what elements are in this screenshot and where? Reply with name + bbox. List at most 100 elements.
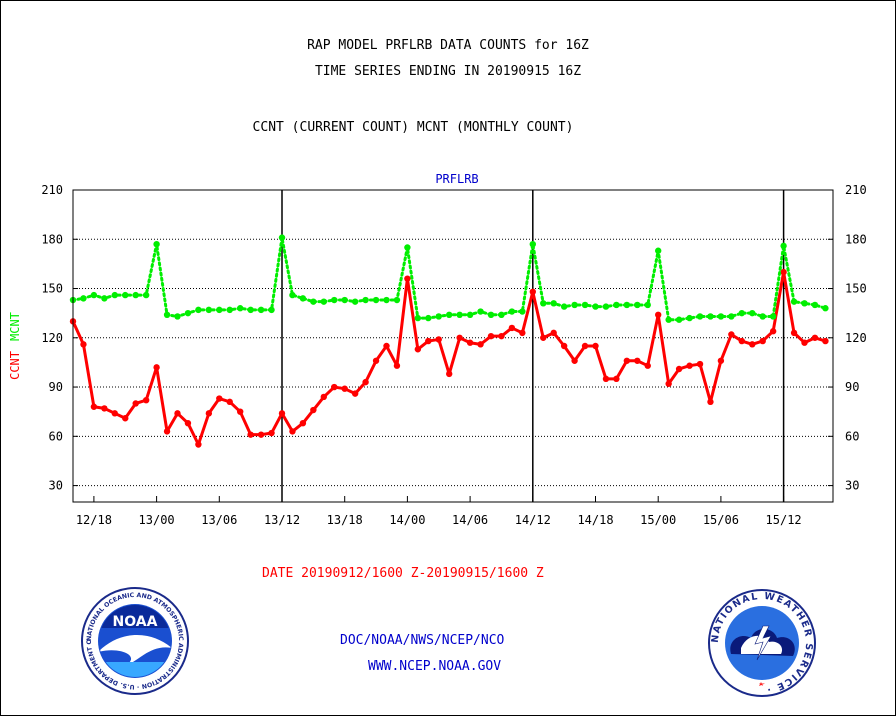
series-mcnt-point [446,311,453,318]
series-mcnt-point [623,301,631,309]
url-label[interactable]: WWW.NCEP.NOAA.GOV [368,659,502,674]
series-mcnt-point [226,306,233,314]
series-ccnt-point [592,342,599,350]
y-tick-label-right: 30 [845,479,859,493]
series-mcnt-point [331,296,338,304]
x-tick-label: 15/12 [766,513,802,527]
series-mcnt-point [811,301,819,309]
series-mcnt-point [571,301,578,309]
nws-logo: NATIONAL WEATHER SERVICE · [708,589,816,697]
series-mcnt-point [247,306,254,314]
series-ccnt-point [184,419,192,427]
series-mcnt-point [310,298,317,305]
series-ccnt-point [257,431,265,438]
series-mcnt-point [216,306,223,314]
series-mcnt-point [540,300,547,307]
series-mcnt-point [613,301,620,309]
series-mcnt-point [320,298,327,305]
series-ccnt-point [665,380,672,387]
chart-title: PRFLRB [435,172,478,186]
y-tick-label-right: 210 [845,183,867,197]
y-tick-label-left: 180 [41,232,63,246]
series-ccnt-line [71,270,826,447]
series-mcnt-point [738,309,745,317]
series-ccnt-point [644,362,651,369]
series-ccnt-point [289,428,296,435]
x-tick-label: 14/18 [577,513,613,527]
series-mcnt-point [351,298,359,305]
series-ccnt-point [613,375,620,383]
chart-title-line2: TIME SERIES ENDING IN 20190915 16Z [314,64,582,79]
series-ccnt-point [466,339,474,346]
series-ccnt-point [362,378,369,386]
y-tick-label-right: 180 [845,232,867,246]
series-ccnt-point [331,383,338,391]
star-icon [759,682,765,686]
series-mcnt-point [122,291,129,299]
y-tick-label-right: 90 [845,380,859,394]
series-mcnt-point [717,313,725,320]
y-tick-label-left: 30 [49,479,63,493]
series-ccnt-point [278,410,286,417]
series-mcnt-point [790,298,798,305]
series-ccnt-point [299,419,307,427]
series-ccnt-point [111,410,119,417]
date-range-label: DATE 20190912/1600 Z-20190915/1600 Z [262,566,544,581]
series-ccnt-point [759,337,766,345]
series-ccnt-point [237,408,244,415]
axis-layer [72,189,834,503]
series-mcnt-point [728,313,735,320]
series-ccnt-point [80,341,87,348]
chart-title-line1: RAP MODEL PRFLRB DATA COUNTS for 16Z [307,38,589,53]
noaa-logo: NOAA NATIONAL OCEANIC AND ATMOSPHERIC AD… [80,586,189,695]
series-mcnt-point [425,314,432,322]
series-mcnt-point [581,301,589,309]
series-mcnt-point [759,313,766,320]
series-ccnt-point [560,342,568,350]
series-mcnt-point [466,311,474,318]
series-ccnt-point [571,357,578,364]
series-ccnt-point [216,395,223,402]
y-axis-label: CCNT MCNT [8,312,22,380]
series-ccnt-point [122,415,129,422]
series-mcnt-point [550,300,557,307]
series-mcnt-point [372,296,380,304]
series-ccnt-point [414,346,422,353]
series-ccnt-point [425,337,432,345]
series-mcnt-point [665,316,672,323]
series-ccnt-point [132,400,139,407]
series-ccnt-point [404,275,411,282]
x-tick-label: 13/18 [327,513,363,527]
y-tick-label-right: 60 [845,429,859,443]
x-tick-label: 13/06 [201,513,237,527]
series-mcnt-point [644,301,651,309]
series-mcnt-point [289,291,296,299]
series-ccnt-point [477,341,484,348]
series-ccnt-point [707,398,714,406]
series-mcnt-point [801,300,808,307]
series-mcnt-point [780,242,787,250]
x-tick-label: 15/00 [640,513,676,527]
series-ccnt-point [310,406,317,414]
series-mcnt-point [404,244,411,251]
series-mcnt-point [111,291,119,299]
series-mcnt-point [508,308,516,315]
series-mcnt-point [205,306,213,314]
series-mcnt-point [268,306,275,314]
series-ccnt-point [602,375,610,383]
series-ccnt-point [780,268,787,276]
series-ccnt-point [268,429,275,437]
series-ccnt-point [383,342,390,350]
series-mcnt-point [132,291,139,299]
series-ccnt-point [540,334,547,341]
series-ccnt-point [686,362,693,369]
series-mcnt-point [80,295,87,302]
series-ccnt-point [550,329,557,337]
series-mcnt-point [414,314,422,322]
series-ccnt-point [341,385,348,392]
series-mcnt-point [477,308,484,315]
series-mcnt-point [153,240,160,248]
series-ccnt-point [90,403,98,410]
series-mcnt-point [769,313,777,320]
